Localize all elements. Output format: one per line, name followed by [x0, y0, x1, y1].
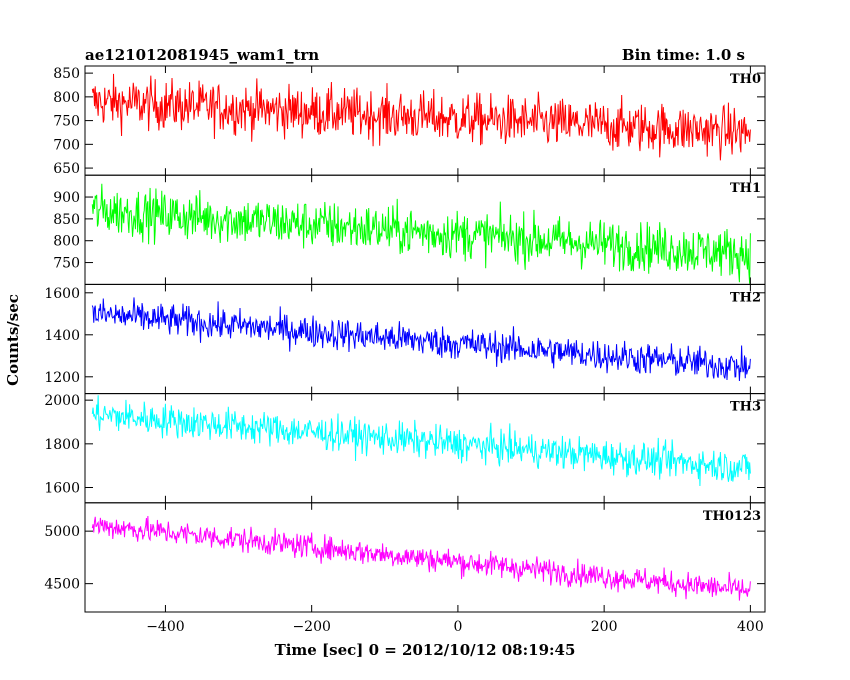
panel-frame — [84, 283, 766, 395]
y-tick-label: 800 — [53, 90, 80, 106]
y-tick-label: 1600 — [44, 286, 80, 302]
x-tick-label: 200 — [591, 619, 618, 635]
panel-label-th3: TH3 — [730, 400, 761, 415]
panel-th0: 650 700 750 800 850 TH0 — [53, 65, 766, 177]
chart-title: ae121012081945_wam1_trn — [85, 46, 319, 64]
series-line-th3 — [91, 395, 751, 487]
panel-label-th2: TH2 — [730, 290, 761, 305]
y-tick-label: 750 — [53, 114, 80, 130]
panel-label-th1: TH1 — [730, 181, 761, 196]
y-tick-label: 2000 — [44, 393, 80, 409]
panels: 650 700 750 800 850 TH0 750 800 850 900 TH1 1200 140… — [44, 65, 766, 613]
y-tick-label: 750 — [53, 256, 80, 272]
y-tick-label: 850 — [53, 212, 80, 228]
y-tick-label: 700 — [53, 137, 80, 153]
x-tick-label: 400 — [737, 619, 764, 635]
panel-th1: 750 800 850 900 TH1 — [53, 174, 766, 285]
x-tick-label: −200 — [292, 619, 330, 635]
x-tick-label: −400 — [146, 619, 184, 635]
y-axis-title: Counts/sec — [4, 294, 22, 386]
y-tick-label: 1400 — [44, 328, 80, 344]
y-tick-label: 850 — [53, 66, 80, 82]
panel-th2: 1200 1400 1600 TH2 — [44, 283, 766, 395]
series-line-th0123 — [91, 515, 751, 601]
y-tick-label: 1200 — [44, 370, 80, 386]
panel-th0123: 4500 5000 TH0123 — [44, 502, 766, 613]
panel-label-th0: TH0 — [730, 72, 761, 87]
series-line-th2 — [91, 297, 751, 381]
y-tick-label: 4500 — [44, 577, 80, 593]
y-tick-label: 1600 — [44, 481, 80, 497]
x-tick-label: 0 — [453, 619, 462, 635]
series-line-th1 — [91, 183, 751, 284]
panel-label-th0123: TH0123 — [703, 509, 761, 524]
y-tick-label: 5000 — [44, 524, 80, 540]
y-tick-label: 900 — [53, 190, 80, 206]
x-axis: −400 −200 0 200 400 — [146, 619, 764, 635]
bin-time-label: Bin time: 1.0 s — [622, 46, 745, 64]
series-line-th0 — [91, 73, 751, 161]
panel-th3: 1600 1800 2000 TH3 — [44, 393, 766, 504]
panel-frame — [84, 502, 766, 613]
y-tick-label: 1800 — [44, 437, 80, 453]
y-tick-label: 650 — [53, 161, 80, 177]
y-tick-label: 800 — [53, 234, 80, 250]
x-axis-title: Time [sec] 0 = 2012/10/12 08:19:45 — [275, 641, 576, 659]
